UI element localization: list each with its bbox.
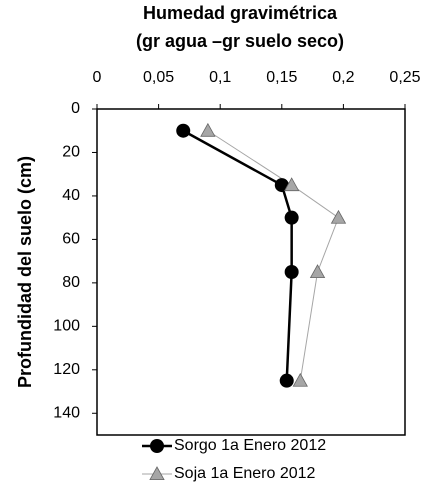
y-axis-label: Profundidad del suelo (cm): [15, 156, 35, 388]
y-tick-label: 60: [62, 231, 80, 248]
marker: [279, 373, 294, 388]
series-line: [207, 130, 340, 381]
series-line: [182, 129, 293, 381]
marker: [284, 265, 299, 279]
y-tick-label: 0: [71, 100, 80, 117]
marker: [284, 210, 299, 225]
x-tick-label: 0,15: [266, 69, 297, 86]
chart-title: Humedad gravimétrica: [143, 3, 338, 23]
marker: [292, 372, 308, 387]
y-tick-label: 20: [62, 144, 80, 161]
plot-frame: [96, 108, 406, 436]
marker: [330, 209, 347, 224]
chart-subtitle: (gr agua –gr suelo seco): [136, 31, 344, 51]
legend-label: Sorgo 1a Enero 2012: [174, 437, 326, 454]
marker: [283, 177, 300, 192]
y-tick-label: 100: [53, 318, 80, 335]
x-tick-label: 0,05: [143, 69, 174, 86]
legend-marker: [150, 439, 164, 453]
y-tick-label: 120: [53, 361, 80, 378]
x-tick-label: 0,25: [389, 69, 420, 86]
y-tick-label: 40: [62, 187, 80, 204]
legend-marker: [149, 466, 165, 481]
y-tick-label: 140: [53, 404, 80, 421]
marker: [176, 123, 191, 138]
x-tick-label: 0: [93, 69, 102, 86]
legend-label: Soja 1a Enero 2012: [174, 465, 316, 482]
y-tick-label: 80: [62, 274, 80, 291]
marker: [200, 122, 216, 137]
x-tick-label: 0,1: [209, 69, 231, 86]
marker: [274, 178, 289, 193]
marker: [309, 264, 326, 279]
x-tick-label: 0,2: [332, 69, 354, 86]
